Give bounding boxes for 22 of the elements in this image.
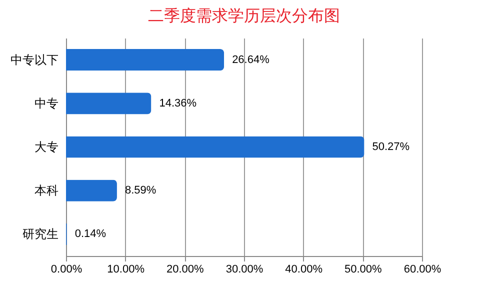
- x-tick-label: 40.00%: [285, 264, 323, 276]
- x-tick-label: 0.00%: [50, 264, 82, 276]
- bar: [66, 49, 224, 71]
- data-label: 0.14%: [74, 228, 106, 240]
- y-tick-label: 中专以下: [10, 52, 58, 67]
- x-tick-label: 50.00%: [344, 264, 382, 276]
- x-tick-label: 20.00%: [166, 264, 204, 276]
- y-tick-label: 大专: [34, 140, 58, 154]
- y-tick-label: 研究生: [22, 227, 58, 242]
- bar: [66, 92, 152, 114]
- data-label: 14.36%: [159, 97, 197, 110]
- y-tick-label: 中专: [34, 96, 58, 110]
- data-label: 8.59%: [124, 184, 156, 197]
- x-tick-label: 30.00%: [226, 264, 264, 276]
- data-label: 50.27%: [372, 141, 410, 153]
- x-tick-label: 10.00%: [107, 264, 145, 276]
- data-label: 26.64%: [232, 54, 270, 66]
- chart-title: 二季度需求学历层次分布图: [148, 6, 340, 25]
- x-tick-label: 60.00%: [404, 264, 442, 276]
- y-tick-label: 本科: [34, 184, 58, 198]
- bar: [66, 180, 117, 202]
- bar: [66, 136, 364, 158]
